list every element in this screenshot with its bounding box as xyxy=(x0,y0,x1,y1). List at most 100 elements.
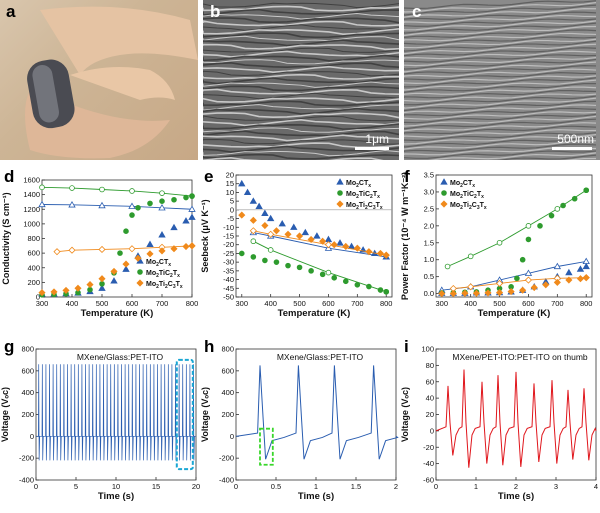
sem-layer xyxy=(404,100,597,112)
sem-layer xyxy=(203,65,399,73)
scale-bar-label-c: 500nm xyxy=(557,132,594,146)
x-tick-label: 500 xyxy=(493,299,506,308)
x-tick-label: 2 xyxy=(394,482,398,491)
data-point xyxy=(68,201,76,208)
data-point xyxy=(313,232,321,239)
data-point xyxy=(440,178,448,185)
x-tick-label: 600 xyxy=(322,299,335,308)
x-tick-label: 700 xyxy=(351,299,364,308)
data-point xyxy=(576,275,585,283)
sem-image-cross-section-texture xyxy=(203,2,399,160)
chart-title: MXene/Glass:PET-ITO xyxy=(77,352,164,362)
sem-layer xyxy=(404,56,597,67)
x-tick-label: 600 xyxy=(126,299,139,308)
chart-seebeck: 300 400 500 600 700 800 -50 -45 -40 -35 -30 -25 -20-… xyxy=(200,165,400,330)
data-point xyxy=(188,205,196,212)
sem-layer xyxy=(404,58,597,70)
x-tick-label: 0 xyxy=(234,482,238,491)
legend-entry: Mo2TiC2Tx xyxy=(146,270,180,279)
y-tick-label: -5 xyxy=(227,214,234,223)
data-point xyxy=(129,212,135,218)
data-point xyxy=(146,240,154,247)
data-point xyxy=(324,241,333,249)
sem-layer xyxy=(203,77,399,85)
zoom-region-box xyxy=(175,358,194,471)
data-point xyxy=(301,228,310,236)
x-tick-label: 700 xyxy=(156,299,169,308)
y-tick-label: 600 xyxy=(21,366,34,375)
y-tick-label: 1600 xyxy=(23,176,40,185)
sem-layer xyxy=(203,85,399,92)
data-point xyxy=(98,275,106,283)
y-tick-label: -400 xyxy=(219,476,234,485)
data-point xyxy=(110,277,118,284)
series-line xyxy=(441,260,587,291)
x-tick-label: 3 xyxy=(554,482,558,491)
y-tick-label: 800 xyxy=(21,345,34,354)
scale-bar-b xyxy=(355,147,389,150)
y-tick-label: -10 xyxy=(223,223,234,232)
data-point xyxy=(342,278,349,285)
data-point xyxy=(347,242,356,250)
data-point xyxy=(122,265,130,272)
sem-layer xyxy=(404,115,597,127)
data-point xyxy=(189,193,195,199)
data-point xyxy=(524,276,533,284)
y-tick-label: 600 xyxy=(221,366,234,375)
data-point xyxy=(542,281,550,289)
data-point xyxy=(449,290,457,298)
sem-layer xyxy=(203,24,399,31)
sem-layer xyxy=(404,65,597,75)
sem-layer xyxy=(404,72,597,81)
sem-layer xyxy=(404,20,597,31)
data-point xyxy=(383,288,390,295)
sem-layer xyxy=(404,104,597,114)
x-tick-label: 800 xyxy=(186,299,199,308)
sem-image-magnified: c 500nm xyxy=(404,0,600,160)
sem-layer xyxy=(404,150,597,159)
data-point xyxy=(261,221,269,230)
y-axis-label: Conductivity (S cm⁻¹) xyxy=(1,192,11,284)
chart-voltage-zoom: 0 0.5 1 1.5 2 -400 -200 0 200 400 600 800 Time (s) Vo… xyxy=(200,335,400,508)
data-point xyxy=(284,230,292,238)
data-point xyxy=(525,236,532,243)
data-point xyxy=(183,194,189,201)
data-point xyxy=(319,271,326,278)
sem-layer xyxy=(404,50,597,60)
data-point xyxy=(255,202,263,209)
sem-layer xyxy=(404,22,597,34)
data-point xyxy=(262,257,268,264)
sem-layer xyxy=(203,145,399,153)
sem-layer xyxy=(404,40,597,52)
y-tick-label: -40 xyxy=(223,275,234,284)
sem-layer xyxy=(404,68,597,77)
y-tick-label: 200 xyxy=(21,410,34,419)
sem-layer xyxy=(203,107,399,115)
x-tick-label: 300 xyxy=(36,299,49,308)
sem-layer xyxy=(203,92,399,100)
data-point xyxy=(353,244,361,252)
sem-layer xyxy=(203,28,399,35)
sem-layer xyxy=(404,95,597,106)
y-tick-label: 1.5 xyxy=(424,238,434,247)
data-point xyxy=(336,239,344,246)
data-point xyxy=(110,267,118,275)
data-point xyxy=(461,289,469,297)
data-point xyxy=(123,228,129,234)
sem-layer xyxy=(404,36,597,45)
data-point xyxy=(438,290,446,298)
x-axis-label: Temperature (K) xyxy=(278,308,351,319)
sem-layer xyxy=(203,134,399,142)
data-point xyxy=(565,276,573,284)
sem-layer xyxy=(203,153,399,160)
data-point xyxy=(39,184,45,191)
series-orange: Mo2Ti2C3Tx xyxy=(38,242,196,297)
data-point xyxy=(238,179,246,187)
data-point xyxy=(86,281,94,289)
y-tick-label: 400 xyxy=(221,388,234,397)
data-point xyxy=(354,282,361,288)
data-point xyxy=(68,246,76,254)
x-tick-label: 0 xyxy=(34,482,38,491)
sem-layer xyxy=(404,25,597,37)
data-point xyxy=(496,239,503,246)
